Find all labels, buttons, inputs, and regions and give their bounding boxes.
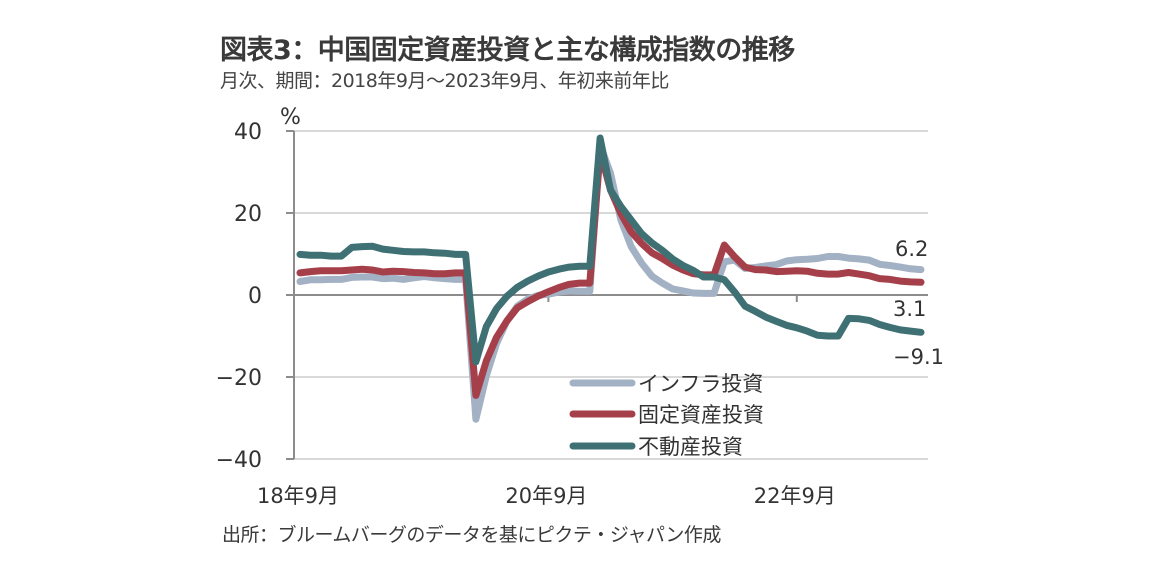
y-axis-unit: %	[280, 105, 301, 130]
x-tick-label: 18年9月	[257, 484, 339, 508]
end-label-fai: 3.1	[893, 297, 926, 321]
chart-title: 図表3：中国固定資産投資と主な構成指数の推移	[220, 35, 795, 66]
end-label-infra: 6.2	[895, 237, 928, 261]
y-tick-label: 0	[248, 284, 262, 309]
source-note: 出所：ブルームバーグのデータを基にピクテ・ジャパン作成	[222, 524, 721, 546]
legend-label-realestate: 不動産投資	[638, 435, 743, 459]
x-tick-label: 20年9月	[505, 484, 587, 508]
gridlines	[294, 130, 928, 460]
axes	[286, 130, 928, 460]
legend-label-infra: インフラ投資	[638, 372, 763, 396]
x-tick-label: 22年9月	[754, 484, 836, 508]
legend-label-fai: 固定資産投資	[638, 403, 764, 427]
chart-subtitle: 月次、期間：2018年9月～2023年9月、年初来前年比	[220, 70, 669, 92]
y-tick-label: −40	[216, 448, 262, 473]
end-label-realestate: −9.1	[893, 345, 944, 369]
y-tick-label: 20	[234, 202, 262, 227]
y-tick-labels: 40 20 0 −20 −40	[216, 120, 262, 473]
x-tick-labels: 18年9月 20年9月 22年9月	[257, 484, 836, 508]
y-tick-label: −20	[216, 366, 262, 391]
y-tick-label: 40	[234, 120, 262, 145]
series-lines	[296, 134, 925, 423]
series-line-realestate	[296, 134, 925, 366]
end-labels: 6.2 3.1 −9.1	[893, 237, 944, 369]
